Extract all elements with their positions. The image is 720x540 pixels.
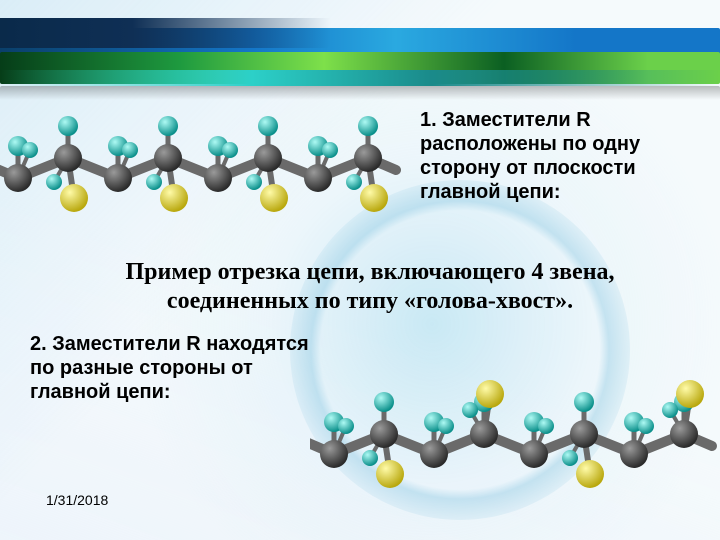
banner-shadow [0, 86, 720, 100]
subtitle-line2: соединенных по типу «голова-хвост». [167, 288, 573, 314]
subtitle: Пример отрезка цепи, включающего 4 звена… [70, 258, 670, 316]
slide-date: 1/31/2018 [46, 492, 108, 508]
heading-2: 2. Заместители R находятся по разные сто… [30, 332, 320, 404]
heading-1: 1. Заместители R расположены по одну сто… [420, 108, 700, 204]
banner-stripe-teal [0, 70, 720, 86]
banner-stripe-blue [0, 28, 720, 64]
background-ring [290, 180, 630, 520]
header-banner [0, 18, 720, 96]
molecule-bottom-syndiotactic [310, 362, 720, 532]
subtitle-line1: Пример отрезка цепи, включающего 4 звена… [125, 259, 614, 285]
banner-stripe-navy [0, 18, 331, 48]
molecule-top-isotactic [0, 96, 410, 246]
banner-stripe-green [0, 52, 720, 84]
